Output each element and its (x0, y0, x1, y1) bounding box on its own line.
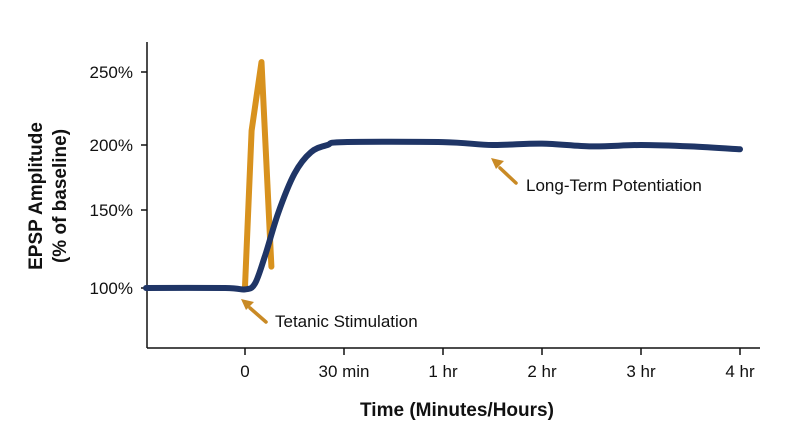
axes (146, 42, 760, 349)
annotation-label: Tetanic Stimulation (275, 312, 418, 331)
y-axis-title-line-2: (% of baseline) (50, 129, 71, 263)
annotation-label: Long-Term Potentiation (526, 176, 702, 195)
y-axis-title-line-1: EPSP Amplitude (26, 122, 47, 270)
x-tick-label: 30 min (318, 362, 369, 381)
y-tick-label: 150% (90, 201, 133, 220)
tetanic-stimulation-annotation: Tetanic Stimulation (241, 299, 418, 331)
x-tick-label: 4 hr (725, 362, 755, 381)
y-axis-title: EPSP Amplitude (% of baseline) (26, 122, 71, 270)
x-tick-label: 3 hr (626, 362, 656, 381)
arrow-shaft (248, 306, 268, 324)
x-axis-title: Time (Minutes/Hours) (360, 400, 554, 421)
arrow-shaft (498, 166, 518, 185)
x-tick-label: 1 hr (428, 362, 458, 381)
arrow-icon (491, 158, 504, 169)
x-ticks: 0 30 min 1 hr 2 hr 3 hr 4 hr (240, 348, 755, 381)
y-tick-label: 200% (90, 136, 133, 155)
arrow-icon (241, 299, 254, 310)
stimulation-series-line (242, 59, 275, 290)
y-tick-label: 250% (90, 63, 133, 82)
x-tick-label: 0 (240, 362, 249, 381)
ltp-series-line (143, 138, 743, 293)
y-tick-label: 100% (90, 279, 133, 298)
y-ticks: 100% 150% 200% 250% (90, 63, 147, 298)
x-tick-label: 2 hr (527, 362, 557, 381)
long-term-potentiation-annotation: Long-Term Potentiation (491, 158, 702, 195)
